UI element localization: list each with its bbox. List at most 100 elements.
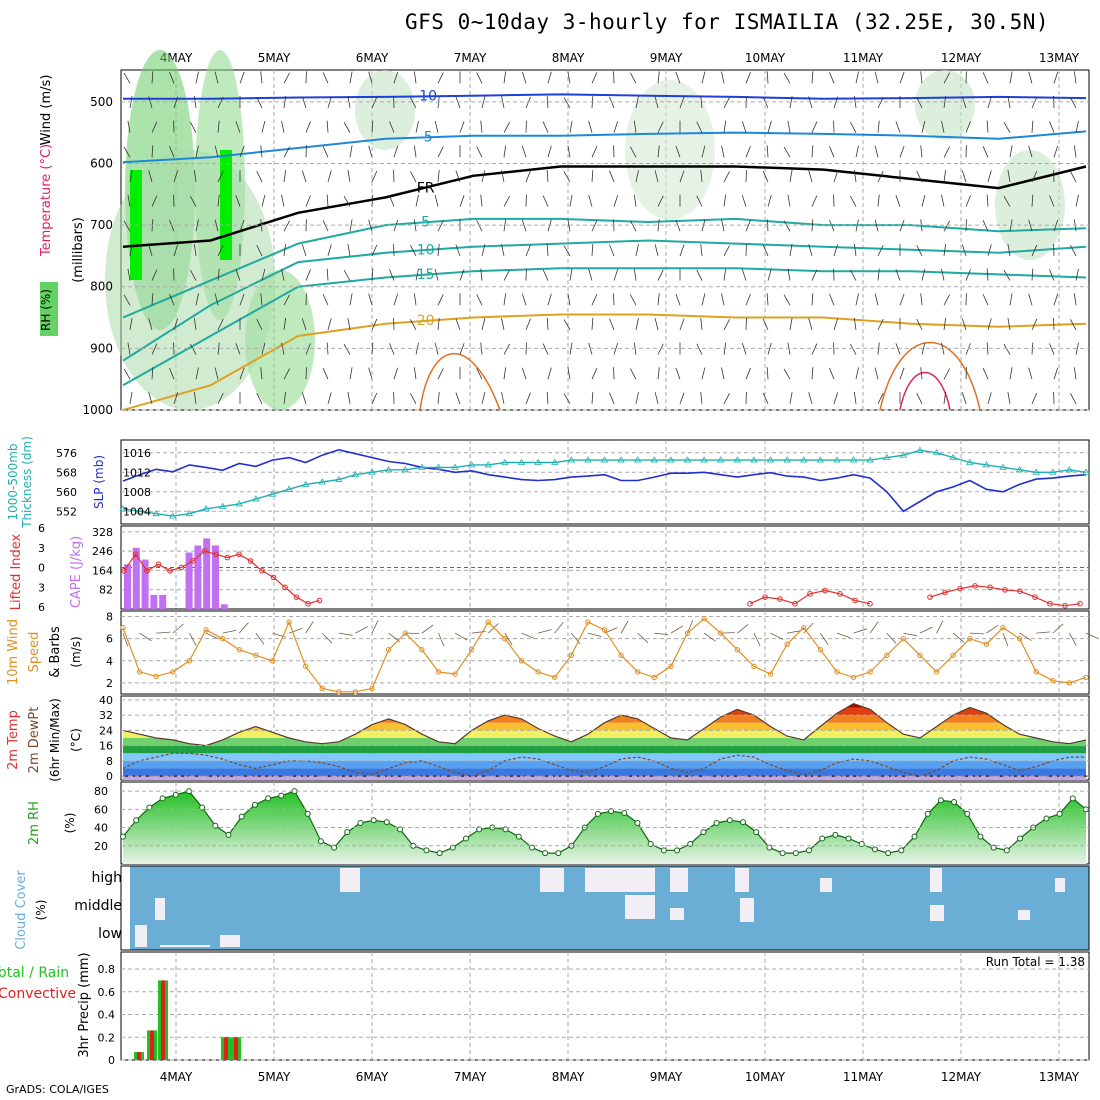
pressure-tick: 500 xyxy=(90,95,113,109)
cape-bar xyxy=(141,559,149,609)
wind-barb xyxy=(368,71,373,84)
wind-barb xyxy=(657,293,660,306)
wind-barb xyxy=(503,195,510,207)
wind-barb xyxy=(657,195,664,207)
wind-barb xyxy=(476,220,483,232)
thickness-line xyxy=(122,449,1087,517)
wind-barb xyxy=(563,171,571,183)
wind-barb xyxy=(613,195,619,207)
isotherm-label: FR xyxy=(417,181,435,197)
wind-barb xyxy=(563,393,571,405)
wind-barb xyxy=(635,170,639,183)
wind-barb xyxy=(368,293,373,306)
wind-barb xyxy=(169,219,175,232)
wind-barb xyxy=(389,269,395,281)
wind-barb xyxy=(393,145,399,158)
wind-barb xyxy=(151,71,154,84)
rh-panel xyxy=(120,781,1090,865)
upper-air-panel: -10 -5 FR 5 10 15 20 xyxy=(105,50,1090,411)
wind-barb xyxy=(349,71,353,84)
rh-marker xyxy=(1043,815,1050,822)
wind-barb xyxy=(829,72,835,84)
wind-barb xyxy=(591,391,594,404)
lifted-index-marker xyxy=(1032,594,1038,600)
wind-barb xyxy=(503,219,507,232)
wind-barb xyxy=(148,170,153,183)
dewpoint-ylabel: 2m DewPt xyxy=(27,707,42,774)
thickness-marker xyxy=(783,456,791,463)
thickness-ylabel: Thickness (dm) xyxy=(20,436,34,529)
precip-panel xyxy=(120,951,1090,1061)
wind-barb xyxy=(1073,293,1077,306)
wind-barb xyxy=(195,293,199,306)
thickness-marker xyxy=(650,456,659,463)
wind-barb xyxy=(982,72,989,84)
rh-marker xyxy=(990,844,997,851)
rh-marker xyxy=(951,799,958,806)
wind10-marker xyxy=(817,647,824,653)
thickness-marker xyxy=(634,456,642,463)
wind-barb xyxy=(214,145,219,158)
wind10-marker xyxy=(601,627,608,633)
wind-barb xyxy=(630,146,637,158)
thickness-marker xyxy=(434,463,443,470)
wind-barb xyxy=(393,293,399,306)
wind-barb xyxy=(389,121,395,133)
thickness-marker xyxy=(268,490,277,497)
wind-barb xyxy=(326,194,329,207)
wind-barb xyxy=(921,342,926,355)
cloud-cell xyxy=(930,905,944,921)
wind-barb xyxy=(173,170,179,183)
isotherm-label: 5 xyxy=(421,215,430,231)
wind-barb xyxy=(961,318,967,330)
wind10-barb xyxy=(853,628,867,634)
wind-barb xyxy=(613,121,619,133)
wind-barb xyxy=(481,392,486,404)
wind10-barb xyxy=(986,624,999,634)
wind-barb xyxy=(745,146,751,158)
wind-barb xyxy=(767,120,772,133)
wind10-marker xyxy=(419,647,425,653)
wind-barb xyxy=(217,194,220,207)
cape-bar xyxy=(194,545,202,609)
wind-tick: 8 xyxy=(106,611,113,624)
wind-barb xyxy=(327,318,332,330)
rh-marker xyxy=(726,817,733,824)
wind10-marker xyxy=(302,663,309,670)
wind-barb xyxy=(173,318,179,330)
wind-barb xyxy=(347,317,351,330)
wind10-marker xyxy=(485,619,491,625)
wind10-marker xyxy=(170,669,176,675)
rh-shading xyxy=(355,70,415,150)
wind-barb xyxy=(895,121,901,133)
wind-barb xyxy=(547,145,552,158)
isotherm-25 xyxy=(879,341,981,411)
thickness-marker xyxy=(335,475,343,482)
thickness-marker xyxy=(999,463,1007,470)
wind10-marker xyxy=(319,685,325,692)
wind10-marker xyxy=(1016,635,1023,642)
lifted-index-marker xyxy=(282,584,288,591)
wind-barb xyxy=(808,244,813,257)
wind-barb xyxy=(982,220,989,232)
wind-barb xyxy=(256,170,263,183)
wind-barb xyxy=(413,145,417,158)
wind-barb xyxy=(853,170,857,183)
wind10-marker xyxy=(1066,680,1073,686)
wind-barb xyxy=(635,392,639,404)
wind10-barb xyxy=(255,632,265,645)
lifted-index-marker xyxy=(132,551,139,558)
temperature-band xyxy=(123,722,1086,731)
cloud-cell xyxy=(670,908,684,920)
wind-barb xyxy=(459,343,465,355)
wind10-barb xyxy=(554,621,564,634)
wind-barb xyxy=(1028,145,1033,158)
pressure-tick: 700 xyxy=(90,218,113,232)
wind-barb xyxy=(679,170,685,183)
slp-tick: 1016 xyxy=(123,447,151,460)
wind-barb xyxy=(151,269,158,281)
wind-barb xyxy=(723,245,730,257)
wind-barb xyxy=(437,391,440,404)
wind-barb xyxy=(789,317,793,330)
wind-barb xyxy=(982,146,989,158)
